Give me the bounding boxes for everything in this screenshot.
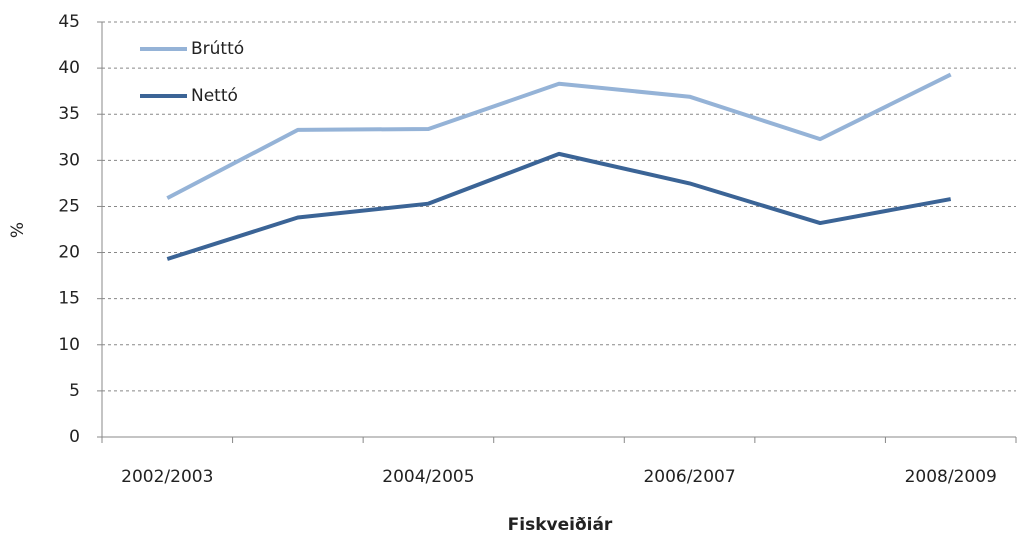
- y-tick-label: 0: [69, 427, 80, 447]
- y-tick-label: 35: [58, 104, 80, 124]
- y-tick-label: 25: [58, 196, 80, 216]
- x-tick-label: 2008/2009: [905, 467, 997, 487]
- y-tick-label: 5: [69, 381, 80, 401]
- x-tick-label: 2006/2007: [643, 467, 735, 487]
- y-axis-title: %: [8, 222, 28, 238]
- y-tick-label: 20: [58, 243, 80, 263]
- y-tick-label: 10: [58, 335, 80, 355]
- x-axis-title: Fiskveiðiár: [508, 515, 613, 535]
- legend-label: Brúttó: [191, 39, 244, 59]
- y-tick-label: 40: [58, 58, 80, 78]
- x-tick-label: 2002/2003: [121, 467, 213, 487]
- series-line: [166, 72, 952, 200]
- x-tick-label: 2004/2005: [382, 467, 474, 487]
- legend-label: Nettó: [191, 86, 238, 106]
- y-tick-label: 45: [58, 12, 80, 32]
- series-line: [166, 151, 952, 261]
- y-tick-label: 15: [58, 289, 80, 309]
- y-tick-label: 30: [58, 150, 80, 170]
